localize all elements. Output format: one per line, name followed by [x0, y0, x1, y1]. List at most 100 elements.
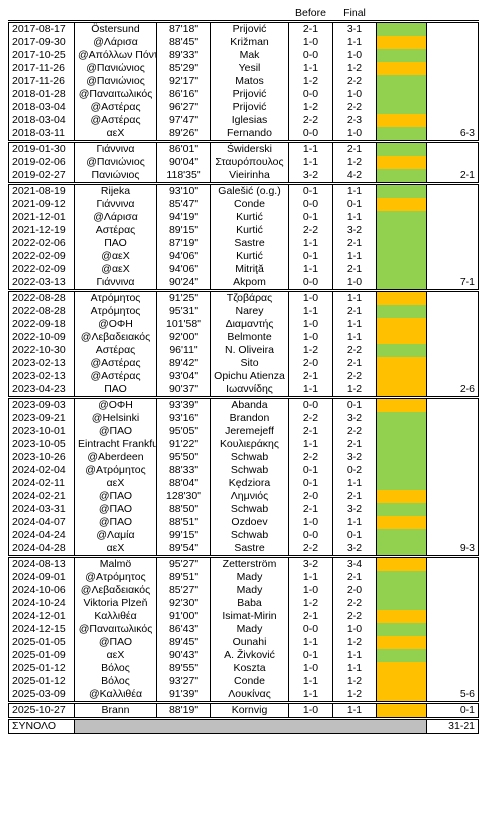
outcome-cell [376, 675, 427, 688]
outcome-cell [376, 20, 427, 36]
score-before: 1-1 [288, 383, 333, 398]
date: 2024-09-01 [8, 571, 75, 584]
outcome-cell [376, 555, 427, 571]
score-final: 1-0 [332, 127, 377, 142]
season-tally [426, 516, 479, 529]
scorer: Κουλιεράκης [210, 438, 289, 451]
scorer: Conde [210, 675, 289, 688]
date: 2024-04-07 [8, 516, 75, 529]
score-final: 1-0 [332, 88, 377, 101]
opponent: Brann [74, 701, 157, 719]
row: 2018-03-04 @Αστέρας 96'27" Prijović 1-2 2-2 [8, 101, 479, 114]
scorer: Kurtić [210, 250, 289, 263]
outcome-cell [376, 571, 427, 584]
opponent: @Πανιώνιος [74, 75, 157, 88]
score-final: 3-1 [332, 20, 377, 36]
date: 2025-03-09 [8, 688, 75, 703]
opponent: @Αστέρας [74, 370, 157, 383]
row: 2024-10-24 Viktoria Plzeň 92'30" Baba 1-2 2-2 [8, 597, 479, 610]
row: 2025-01-12 Βόλος 89'55" Koszta 1-0 1-1 [8, 662, 479, 675]
season-tally: 2-6 [426, 383, 479, 398]
minute: 94'19" [156, 211, 211, 224]
row: 2024-08-13 Malmö 95'27" Zetterström 3-2 3-4 [8, 555, 479, 571]
date: 2022-03-13 [8, 276, 75, 291]
score-final: 2-2 [332, 610, 377, 623]
scorer: N. Oliveira [210, 344, 289, 357]
score-before: 1-0 [288, 331, 333, 344]
score-before: 2-1 [288, 370, 333, 383]
outcome-cell [376, 490, 427, 503]
opponent: Γιάννινα [74, 198, 157, 211]
date: 2018-01-28 [8, 88, 75, 101]
season-tally: 2-1 [426, 169, 479, 184]
score-before: 1-1 [288, 675, 333, 688]
minute: 92'30" [156, 597, 211, 610]
outcome-cell [376, 396, 427, 412]
row: 2024-03-31 @ΠΑΟ 88'50" Schwab 2-1 3-2 [8, 503, 479, 516]
outcome-cell [376, 198, 427, 211]
date: 2021-12-01 [8, 211, 75, 224]
date: 2022-02-09 [8, 250, 75, 263]
scorer: Sito [210, 357, 289, 370]
minute: 90'43" [156, 649, 211, 662]
opponent: @Ατρόμητος [74, 464, 157, 477]
outcome-cell [376, 88, 427, 101]
row: 2023-09-03 @ΟΦΗ 93'39" Abanda 0-0 0-1 [8, 396, 479, 412]
scorer: Abanda [210, 396, 289, 412]
date: 2017-10-25 [8, 49, 75, 62]
season-tally [426, 114, 479, 127]
minute: 95'27" [156, 555, 211, 571]
opponent: Ατρόμητος [74, 289, 157, 305]
scorer: Λημνιός [210, 490, 289, 503]
date: 2021-09-12 [8, 198, 75, 211]
score-final: 1-1 [332, 477, 377, 490]
score-before: 3-2 [288, 169, 333, 184]
outcome-cell [376, 127, 427, 142]
date: 2019-02-27 [8, 169, 75, 184]
opponent: @αεΧ [74, 263, 157, 276]
score-before: 0-0 [288, 198, 333, 211]
minute: 86'43" [156, 623, 211, 636]
outcome-cell [376, 412, 427, 425]
score-final: 3-2 [332, 451, 377, 464]
minute: 85'47" [156, 198, 211, 211]
scorer: Isimat-Mirin [210, 610, 289, 623]
opponent: @Λεβαδειακός [74, 331, 157, 344]
season-tally: 6-3 [426, 127, 479, 142]
score-before: 0-0 [288, 276, 333, 291]
date: 2024-08-13 [8, 555, 75, 571]
page: Before Final 2017-08-17 Östersund 87'18" Prij… [8, 6, 479, 734]
scorer: Prijović [210, 101, 289, 114]
outcome-cell [376, 464, 427, 477]
scorer: Kurtić [210, 224, 289, 237]
scorer: Ιωαννίδης [210, 383, 289, 398]
minute: 89'15" [156, 224, 211, 237]
minute: 90'04" [156, 156, 211, 169]
scorer: Τζοβάρας [210, 289, 289, 305]
season-tally [426, 649, 479, 662]
date: 2025-10-27 [8, 701, 75, 719]
season-tally [426, 584, 479, 597]
outcome-cell [376, 370, 427, 383]
minute: 96'11" [156, 344, 211, 357]
minute: 89'45" [156, 636, 211, 649]
scorer: Kurtić [210, 211, 289, 224]
minute: 89'26" [156, 127, 211, 142]
row: 2019-02-06 @Πανιώνιος 90'04" Σταυρόπουλος 1-… [8, 156, 479, 169]
minute: 95'31" [156, 305, 211, 318]
score-final: 1-1 [332, 318, 377, 331]
row: 2025-01-12 Βόλος 93'27" Conde 1-1 1-2 [8, 675, 479, 688]
minute: 91'39" [156, 688, 211, 703]
season-tally: 0-1 [426, 701, 479, 719]
season-tally [426, 503, 479, 516]
opponent: Malmö [74, 555, 157, 571]
date: 2022-08-28 [8, 289, 75, 305]
outcome-cell [376, 623, 427, 636]
opponent: @Helsinki [74, 412, 157, 425]
score-before: 0-1 [288, 182, 333, 198]
scorer: Schwab [210, 451, 289, 464]
score-final: 2-1 [332, 490, 377, 503]
opponent: Eintracht Frankfurt [74, 438, 157, 451]
outcome-cell [376, 140, 427, 156]
season-tally [426, 224, 479, 237]
